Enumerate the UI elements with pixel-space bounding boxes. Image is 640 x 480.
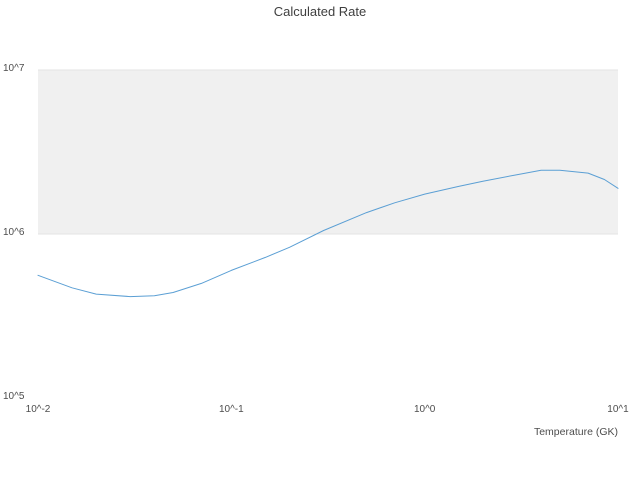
y-tick-label: 10^6 xyxy=(3,227,25,238)
x-tick-label: 10^1 xyxy=(607,404,629,415)
y-tick-label: 10^5 xyxy=(3,391,25,402)
x-tick-label: 10^0 xyxy=(413,404,436,415)
shaded-band xyxy=(38,70,618,234)
chart-title: Calculated Rate xyxy=(273,4,367,19)
x-tick-label: 10^-2 xyxy=(25,404,51,415)
x-axis-title: Temperature (GK) xyxy=(533,426,618,438)
y-tick-label: 10^7 xyxy=(3,63,25,74)
rate-line xyxy=(37,169,619,298)
x-tick-label: 10^-1 xyxy=(218,404,244,415)
